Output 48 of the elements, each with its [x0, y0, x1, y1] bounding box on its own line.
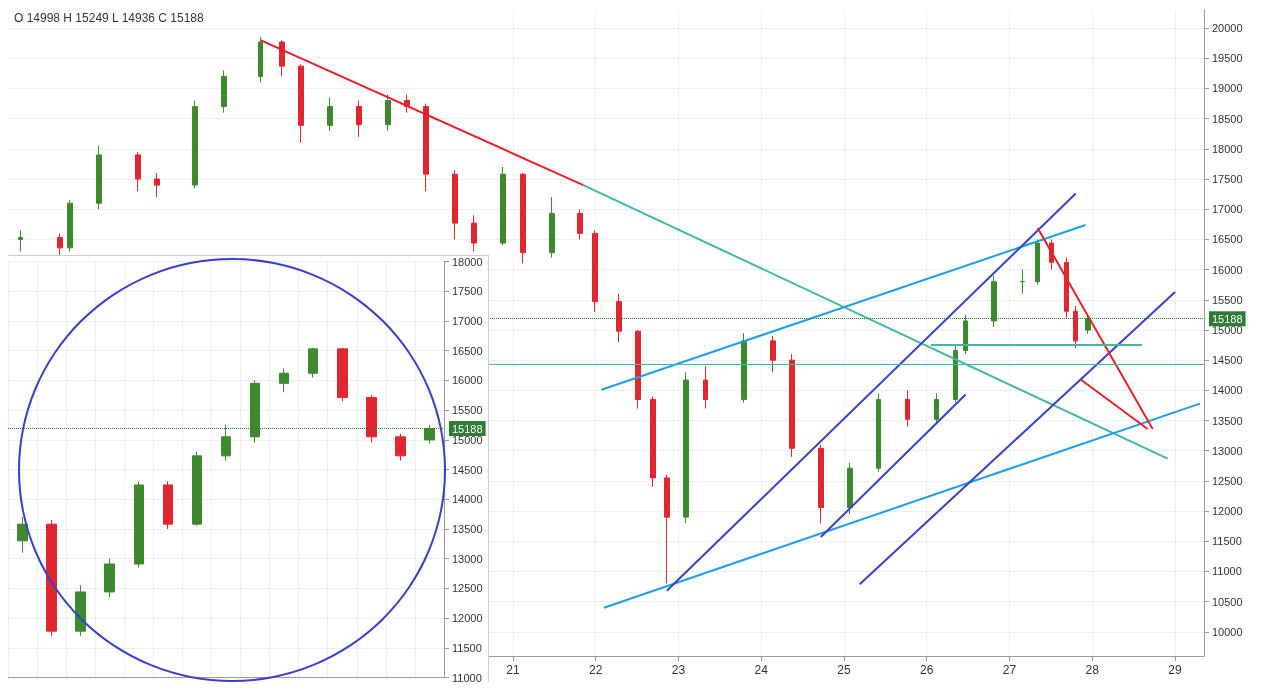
x-tick-label: 21 — [506, 663, 520, 677]
x-tick-label: 27 — [1002, 663, 1017, 677]
y-tick-label: 16000 — [452, 374, 483, 387]
y-tick-label: 15000 — [1212, 323, 1243, 336]
y-tick-label: 11000 — [452, 671, 482, 684]
y-tick-label: 15500 — [452, 404, 483, 417]
y-tick-label: 11500 — [1212, 535, 1242, 548]
x-tick-label: 23 — [671, 663, 686, 677]
x-tick-label: 26 — [920, 663, 934, 677]
y-tick-label: 10000 — [1212, 625, 1243, 638]
y-tick-label: 13500 — [452, 522, 483, 535]
x-tick-label: 29 — [1168, 663, 1183, 677]
y-tick-label: 17000 — [1212, 203, 1243, 216]
x-tick-label: 28 — [1085, 663, 1100, 677]
y-tick-label: 15000 — [452, 433, 483, 446]
y-tick-label: 10500 — [1212, 595, 1243, 608]
y-tick-label: 13500 — [1212, 414, 1243, 427]
y-tick-label: 12500 — [452, 582, 483, 595]
y-tick-label: 17000 — [452, 314, 483, 327]
y-tick-label: 13000 — [1212, 444, 1243, 457]
y-tick-label: 11000 — [1212, 565, 1242, 578]
y-tick-label: 14500 — [452, 463, 483, 476]
x-tick-label: 24 — [754, 663, 769, 677]
y-tick-label: 12000 — [1212, 505, 1243, 518]
x-tick-label: 22 — [588, 663, 603, 677]
annotation: O 14998 H 15249 L 14936 C 15188 — [14, 11, 205, 25]
y-tick-label: 18000 — [1212, 142, 1243, 155]
y-tick-label: 13000 — [452, 552, 483, 565]
y-tick-label: 16000 — [1212, 263, 1243, 276]
y-tick-label: 14000 — [452, 493, 483, 506]
y-tick-label: 12000 — [452, 612, 483, 625]
y-tick-label: 17500 — [1212, 173, 1243, 186]
y-tick-label: 16500 — [1212, 233, 1243, 246]
y-tick-label: 16500 — [452, 344, 483, 357]
y-tick-label: 11500 — [452, 641, 482, 654]
y-tick-label: 18000 — [452, 255, 483, 268]
y-tick-label: 20000 — [1212, 22, 1243, 35]
y-tick-label: 15500 — [1212, 293, 1243, 306]
y-tick-label: 18500 — [1212, 112, 1243, 125]
y-tick-label: 14500 — [1212, 354, 1243, 367]
y-tick-label: 12500 — [1212, 474, 1243, 487]
y-tick-label: 14000 — [1212, 384, 1243, 397]
ref-line-label: 15188 — [452, 422, 483, 435]
ref-line-label: 15188 — [1212, 312, 1243, 325]
y-tick-label: 17500 — [452, 285, 483, 298]
x-tick-label: 25 — [837, 663, 851, 677]
y-tick-label: 19000 — [1212, 82, 1243, 95]
y-tick-label: 19500 — [1212, 52, 1243, 65]
